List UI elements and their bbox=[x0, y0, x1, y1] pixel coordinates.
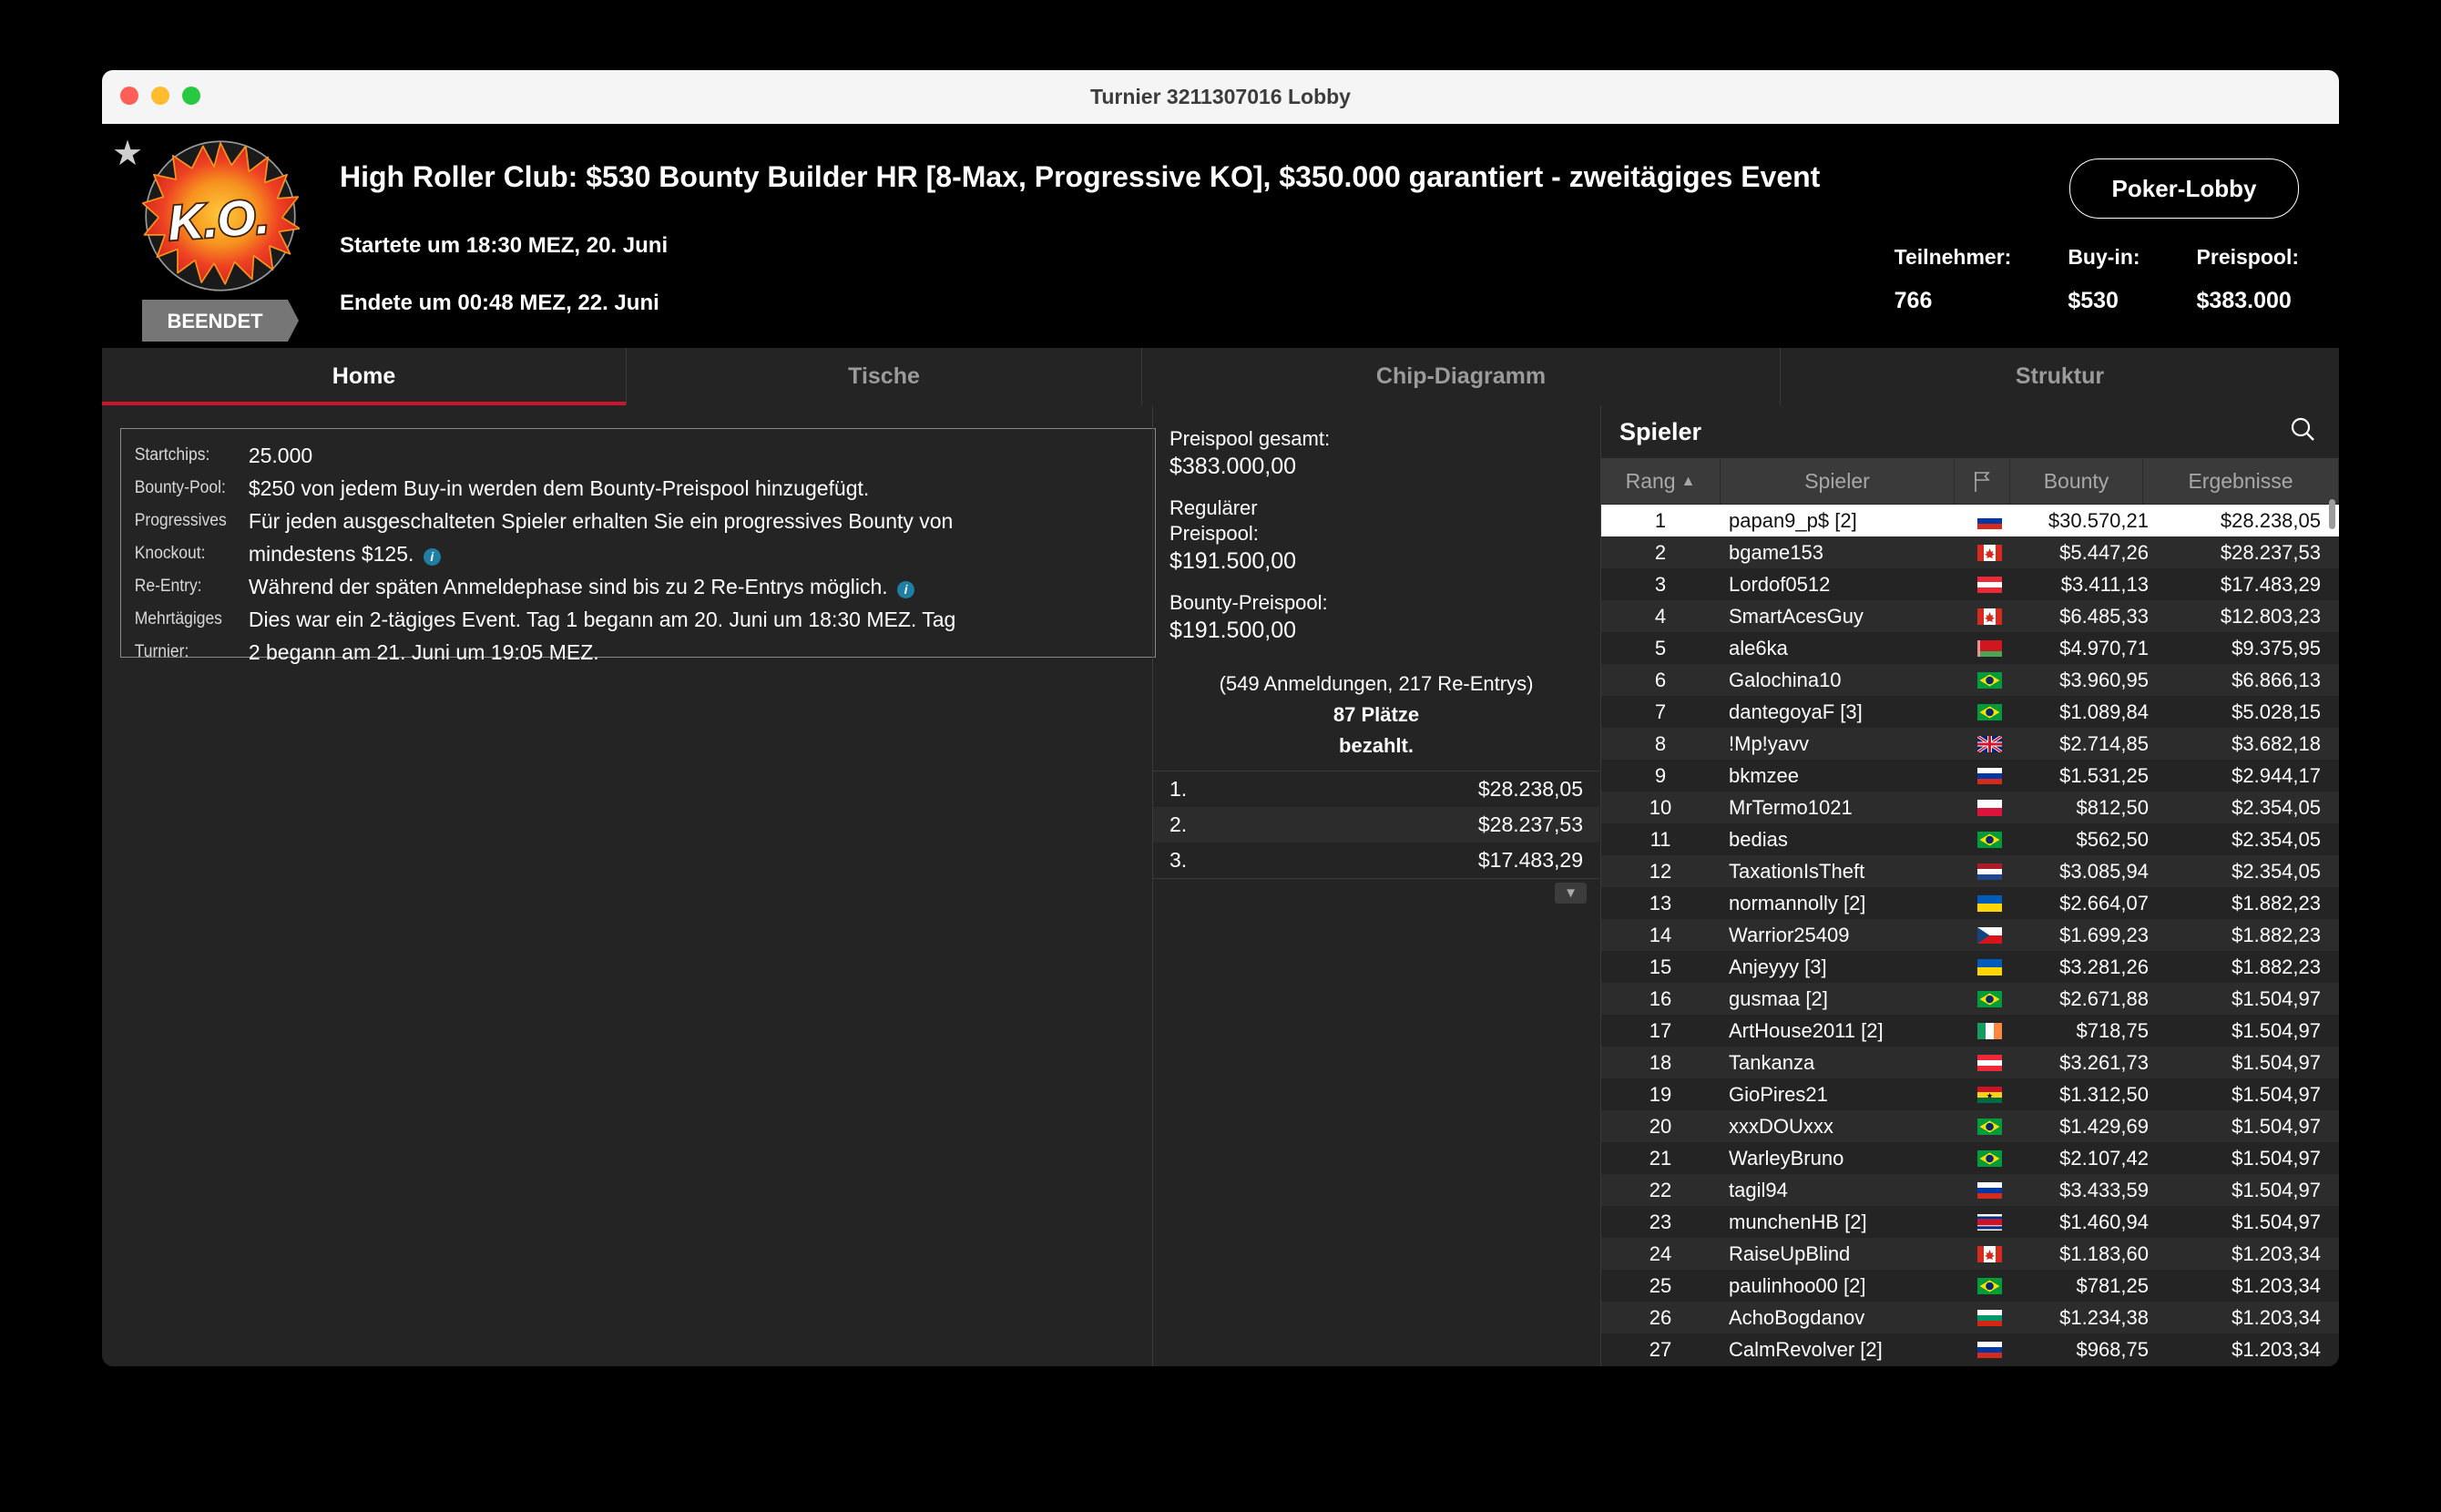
svg-text:BEENDET: BEENDET bbox=[167, 310, 263, 332]
svg-text:K.O.: K.O. bbox=[167, 189, 271, 251]
